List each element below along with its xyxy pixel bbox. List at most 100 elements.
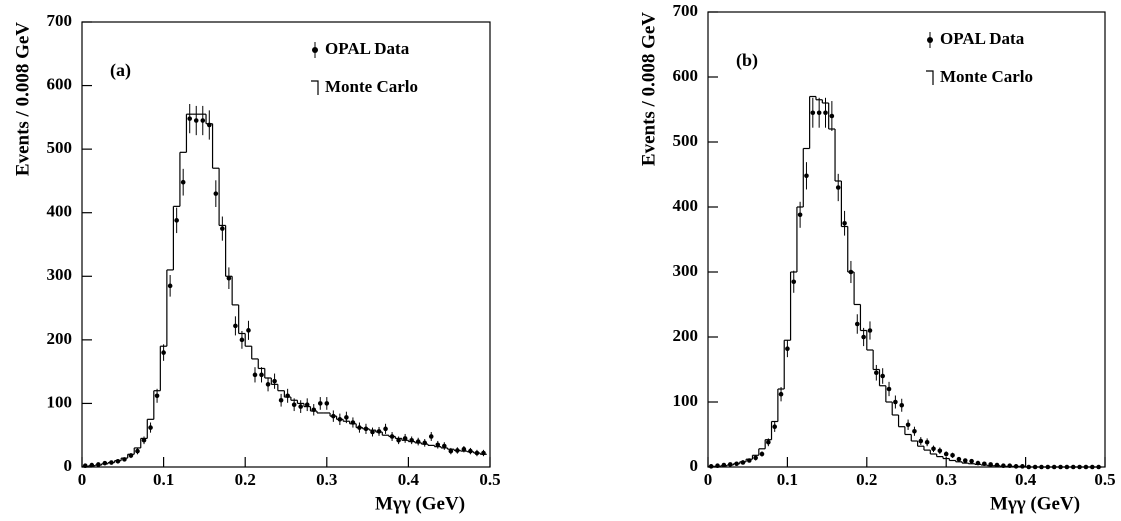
y-tick-label: 700 [47, 11, 73, 30]
data-point [854, 321, 860, 327]
data-point [174, 218, 179, 223]
panel-label: (b) [736, 50, 758, 71]
data-point [442, 443, 447, 449]
data-point [950, 453, 955, 458]
data-point [167, 283, 173, 289]
data-point [135, 448, 140, 454]
data-point [233, 323, 238, 329]
data-point [402, 436, 408, 441]
y-axis-label: Events / 0.008 GeV [12, 22, 33, 176]
data-point [759, 451, 765, 457]
data-point [766, 440, 771, 445]
data-point [880, 373, 885, 379]
data-point [1007, 463, 1013, 469]
data-point [461, 446, 467, 452]
data-point [259, 372, 264, 378]
data-point [969, 458, 974, 464]
panel: 0 0.1 0.2 0.3 0.4 0.5 0 100 200 300 400 500 600 700 Mγ… [638, 1, 1115, 514]
data-point [272, 378, 277, 384]
y-tick-label: 0 [690, 456, 699, 475]
data-point [383, 426, 388, 432]
data-point [956, 456, 962, 462]
plot-frame [707, 11, 1106, 468]
data-point [943, 451, 949, 457]
data-point [428, 434, 434, 439]
data-point [148, 425, 153, 430]
data-point [154, 393, 160, 399]
data-point [376, 429, 382, 434]
data-point [102, 460, 108, 466]
data-point [252, 372, 258, 378]
data-point [810, 110, 816, 116]
data-point [740, 460, 746, 465]
y-tick-label: 300 [47, 265, 73, 284]
y-tick-label: 0 [64, 456, 73, 475]
data-point [265, 382, 271, 387]
data-point [370, 429, 375, 435]
legend-label: Monte Carlo [940, 67, 1033, 86]
data-point [797, 212, 803, 218]
legend-swatch [312, 47, 318, 53]
data-point [278, 397, 284, 403]
x-tick-label: 0.5 [1094, 470, 1115, 489]
data-point [435, 442, 441, 448]
data-point [396, 438, 401, 443]
panel: 0 0.1 0.2 0.3 0.4 0.5 0 100 200 300 400 500 600 700 Mγ… [12, 11, 500, 514]
data-point [246, 328, 251, 333]
y-tick-label: 200 [47, 329, 73, 348]
x-tick-label: 0.2 [856, 470, 877, 489]
data-point [141, 438, 147, 443]
data-point [905, 422, 911, 428]
data-point [324, 401, 330, 406]
x-tick-label: 0.5 [479, 470, 500, 489]
legend-swatch [926, 70, 934, 85]
data-point [899, 402, 905, 408]
data-point [96, 462, 101, 467]
data-point [304, 402, 310, 408]
data-point [715, 463, 720, 469]
x-tick-label: 0.1 [777, 470, 798, 489]
data-point [804, 173, 809, 179]
data-point [187, 116, 193, 121]
data-point [931, 446, 936, 452]
x-axis-label: Mγγ (GeV) [375, 493, 465, 514]
data-point [468, 448, 473, 454]
data-point [778, 391, 784, 397]
x-tick-label: 0.1 [153, 470, 174, 489]
data-point [193, 118, 199, 123]
data-point [874, 370, 879, 376]
x-tick-label: 0.4 [398, 470, 420, 489]
data-point [298, 404, 303, 409]
data-point [893, 399, 898, 405]
legend-swatch [311, 80, 319, 95]
data-point [180, 179, 186, 185]
data-point [937, 448, 943, 454]
y-tick-label: 600 [673, 66, 699, 85]
data-point [226, 275, 232, 281]
data-point [344, 415, 349, 420]
legend-label: Monte Carlo [325, 77, 418, 96]
data-point [912, 428, 917, 434]
y-tick-label: 300 [673, 261, 699, 280]
y-tick-label: 500 [47, 138, 73, 157]
y-tick-label: 200 [673, 326, 699, 345]
data-point [291, 402, 297, 408]
data-point [721, 462, 727, 468]
x-tick-label: 0.4 [1015, 470, 1037, 489]
y-axis-label: Events / 0.008 GeV [638, 12, 659, 166]
x-axis-label: Mγγ (GeV) [990, 493, 1080, 514]
x-tick-label: 0.3 [936, 470, 957, 489]
data-point [829, 113, 835, 119]
y-tick-label: 100 [673, 391, 699, 410]
data-point [994, 462, 1000, 468]
data-point [727, 462, 733, 467]
data-point [82, 463, 88, 469]
data-point [791, 279, 797, 285]
data-point [835, 185, 841, 190]
y-tick-label: 100 [47, 392, 73, 411]
data-point [213, 191, 219, 196]
legend-label: OPAL Data [940, 29, 1025, 48]
x-tick-label: 0.3 [316, 470, 337, 489]
plot-frame [81, 21, 491, 468]
